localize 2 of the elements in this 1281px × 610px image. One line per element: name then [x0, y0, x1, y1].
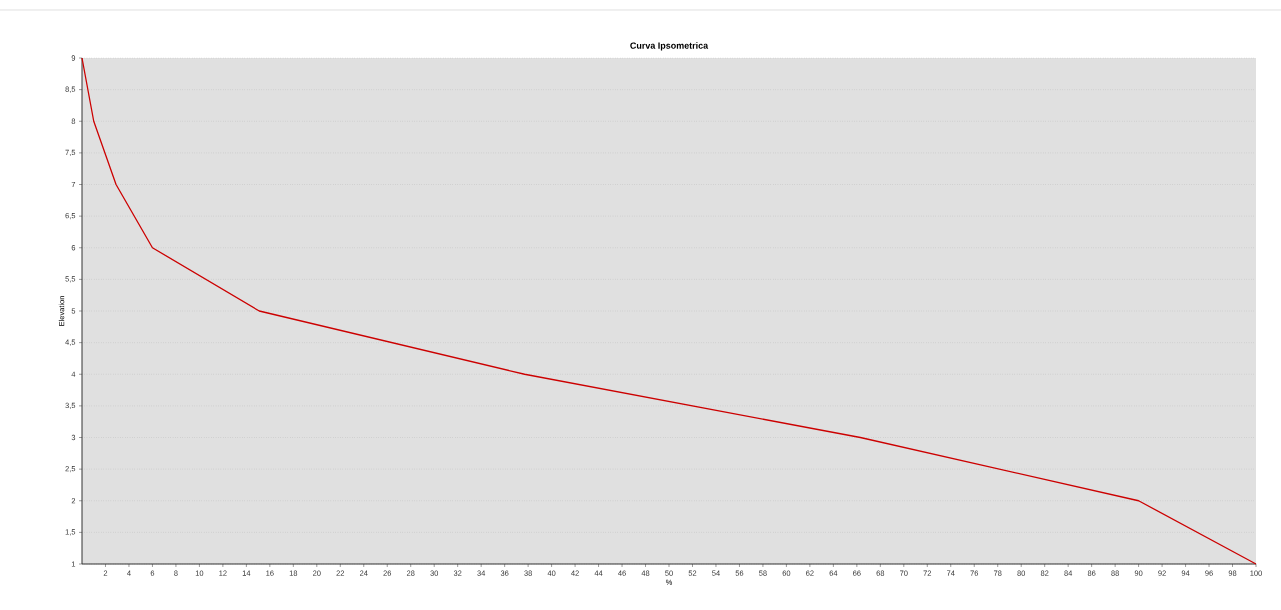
chart-title: Curva Ipsometrica [630, 42, 709, 51]
line-series [81, 57, 1257, 565]
